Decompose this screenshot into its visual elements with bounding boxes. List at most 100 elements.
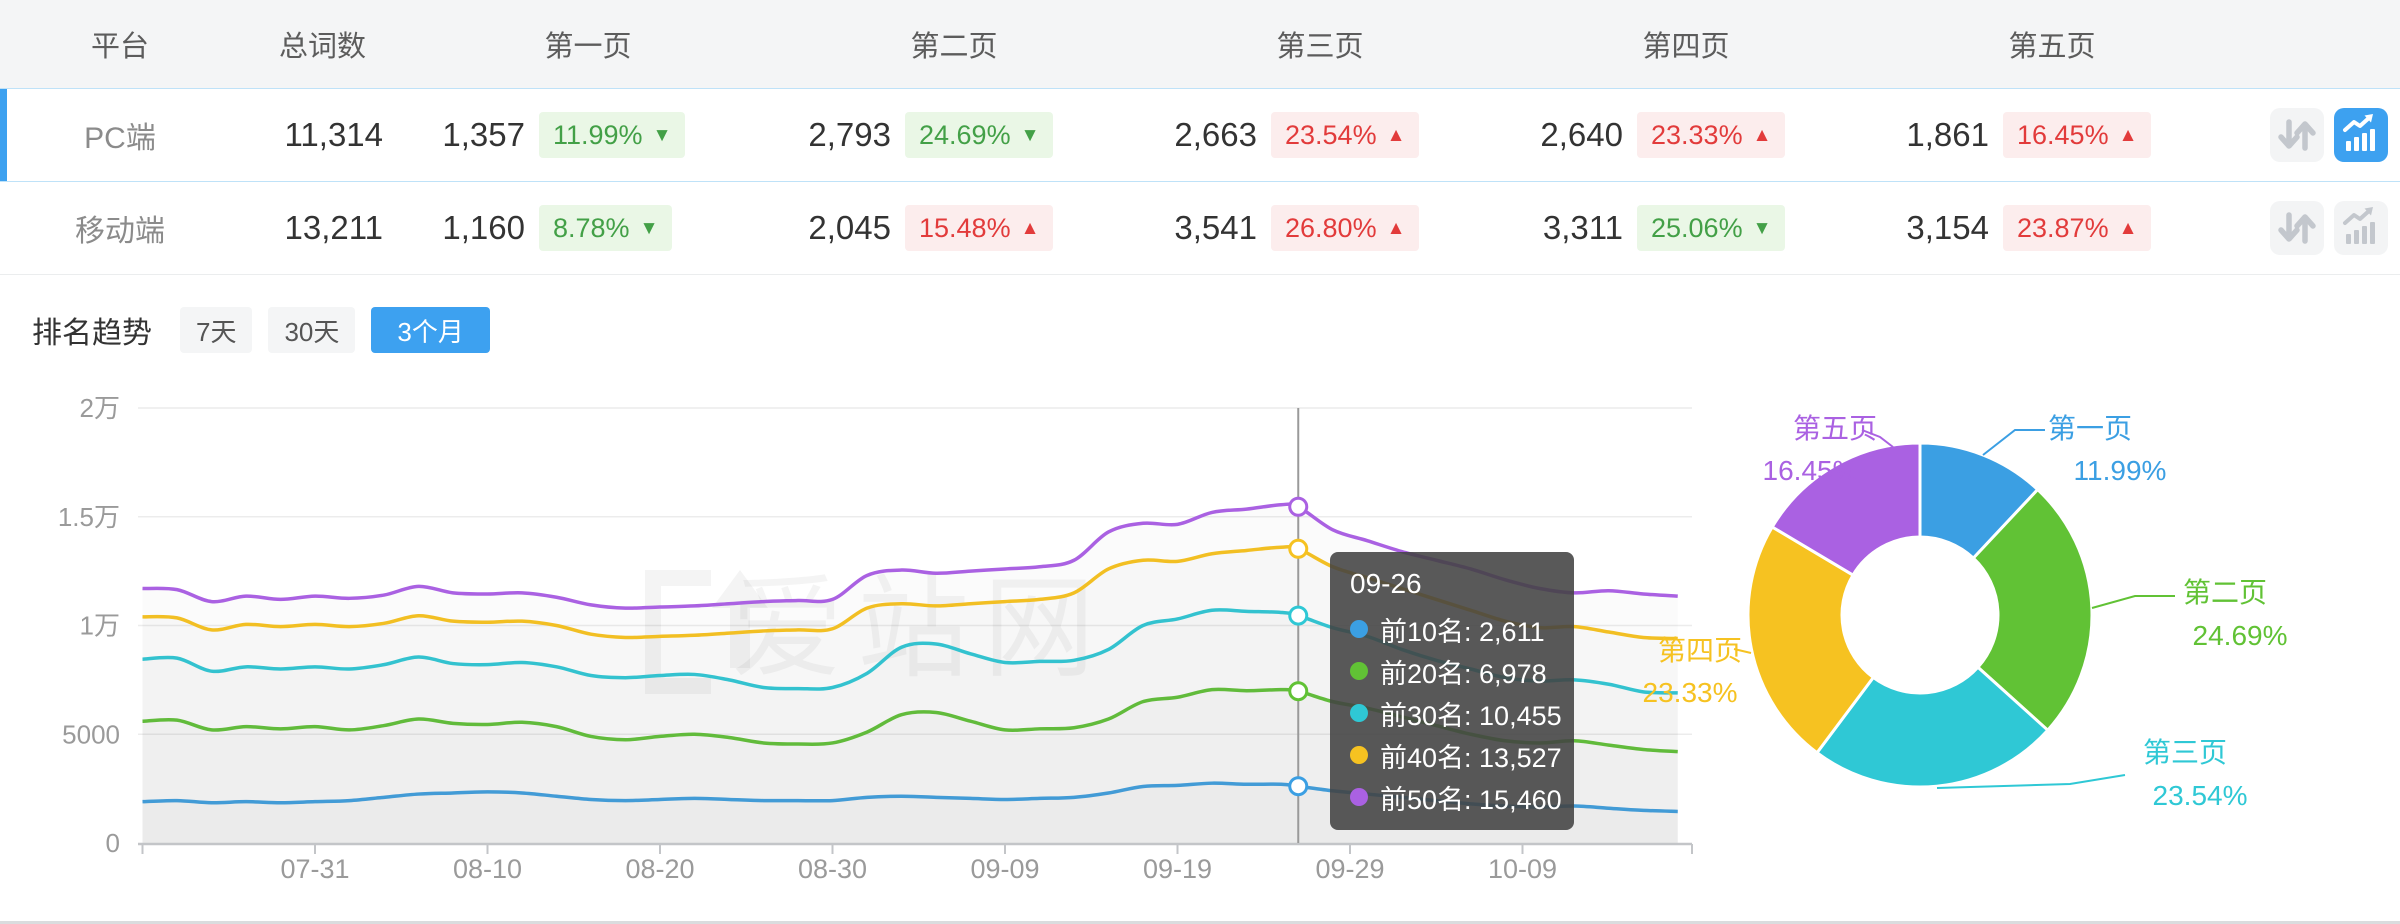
svg-text:09-29: 09-29 (1315, 854, 1384, 884)
watermark (645, 570, 768, 694)
series-dot-icon (1350, 662, 1368, 680)
page-badge: 24.69% ▼ (905, 112, 1054, 158)
trend-chart-icon (2343, 207, 2375, 244)
page4-cell: 3,311 25.06% ▼ (1503, 205, 1869, 251)
donut-label-name: 第五页 (1793, 413, 1877, 444)
page-count: 3,311 (1542, 209, 1623, 246)
page-count: 2,663 (1174, 116, 1257, 153)
page1-cell: 1,357 11.99% ▼ (405, 112, 771, 158)
col-header-page3: 第三页 (1276, 31, 1364, 63)
trend-arrow-icon: ▲ (2118, 124, 2138, 146)
highlight-marker (1288, 496, 1309, 517)
svg-text:0: 0 (106, 828, 120, 858)
donut-slice-第二页 (1971, 488, 2094, 732)
series-dot-icon (1350, 704, 1368, 722)
series-dot-icon (1350, 746, 1368, 764)
donut-label-pct: 11.99% (2074, 455, 2167, 486)
trend-arrow-icon: ▲ (1752, 124, 1772, 146)
page-count: 3,154 (1906, 209, 1989, 246)
page-badge: 16.45% ▲ (2003, 112, 2152, 158)
page-count: 2,640 (1540, 116, 1623, 153)
trend-arrow-icon: ▲ (1020, 217, 1040, 239)
page-bottom-border (0, 921, 2400, 924)
trend-arrow-icon: ▼ (1752, 217, 1772, 239)
highlight-marker (1288, 776, 1309, 797)
highlight-marker (1288, 605, 1309, 626)
svg-text:08-30: 08-30 (798, 854, 867, 884)
tooltip-row: 前20名: 6,978 (1350, 650, 1554, 692)
col-header-page1: 第一页 (544, 31, 632, 63)
page4-cell: 2,640 23.33% ▲ (1503, 112, 1869, 158)
page-badge: 23.33% ▲ (1637, 112, 1786, 158)
page2-cell: 2,045 15.48% ▲ (771, 205, 1137, 251)
platform-label: PC端 (84, 122, 156, 155)
table-row[interactable]: 移动端 13,211 1,160 8.78% ▼ 2,045 15.48% ▲ 3,… (0, 182, 2400, 275)
page5-cell: 1,861 16.45% ▲ (1869, 112, 2235, 158)
svg-text:2万: 2万 (80, 393, 120, 423)
svg-text:1.5万: 1.5万 (58, 502, 120, 532)
sort-arrows-icon (2278, 212, 2316, 244)
tab-3-months[interactable]: 3个月 (371, 307, 490, 353)
trend-arrow-icon: ▼ (1020, 124, 1040, 146)
tab-7-days[interactable]: 7天 (180, 307, 253, 353)
trend-section-header: 排名趋势 7天 30天 3个月 (0, 306, 506, 354)
table-row[interactable]: PC端 11,314 1,357 11.99% ▼ 2,793 24.69% ▼ 2… (0, 88, 2400, 182)
col-header-platform: 平台 (90, 31, 149, 63)
donut-label-name: 第二页 (2183, 577, 2267, 608)
col-header-page5: 第五页 (2008, 31, 2096, 63)
table-header-row: 平台 总词数 第一页 第二页 第三页 第四页 第五页 (0, 0, 2400, 88)
page-badge: 15.48% ▲ (905, 205, 1054, 251)
page-badge: 26.80% ▲ (1271, 205, 1420, 251)
page2-cell: 2,793 24.69% ▼ (771, 112, 1137, 158)
highlight-marker (1288, 538, 1309, 559)
tooltip-row: 前50名: 15,460 (1350, 776, 1562, 818)
svg-text:09-09: 09-09 (970, 854, 1039, 884)
highlight-marker (1288, 681, 1309, 702)
donut-label-pct: 24.69% (2193, 620, 2288, 651)
page-count: 2,045 (808, 209, 891, 246)
tooltip-row: 前10名: 2,611 (1350, 608, 1554, 650)
page-badge: 11.99% ▼ (539, 112, 686, 158)
platform-label: 移动端 (75, 215, 165, 248)
tab-30-days[interactable]: 30天 (268, 307, 356, 353)
trend-chart-button[interactable] (2334, 108, 2388, 162)
donut-label-name: 第四页 (1658, 635, 1742, 666)
trend-arrow-icon: ▼ (639, 217, 659, 239)
row-actions (2235, 108, 2400, 162)
svg-text:08-20: 08-20 (625, 854, 694, 884)
trend-arrow-icon: ▲ (1386, 124, 1406, 146)
row-actions (2235, 201, 2400, 255)
trend-chart-icon (2343, 114, 2375, 151)
trend-arrow-icon: ▼ (652, 124, 672, 146)
donut-slice-第四页 (1746, 525, 1875, 755)
sort-arrows-button[interactable] (2270, 108, 2324, 162)
page-count: 1,357 (442, 116, 525, 153)
trend-title: 排名趋势 (32, 317, 152, 350)
svg-text:10-09: 10-09 (1488, 854, 1557, 884)
svg-text:07-31: 07-31 (280, 854, 349, 884)
series-dot-icon (1350, 620, 1368, 638)
page5-cell: 3,154 23.87% ▲ (1869, 205, 2235, 251)
trend-arrow-icon: ▲ (1386, 217, 1406, 239)
svg-text:09-19: 09-19 (1143, 854, 1212, 884)
page-badge: 23.54% ▲ (1271, 112, 1420, 158)
donut-label-pct: 23.33% (1643, 677, 1738, 708)
col-header-page2: 第二页 (910, 31, 998, 63)
trend-chart-button[interactable] (2334, 201, 2388, 255)
series-dot-icon (1350, 788, 1368, 806)
page-count: 2,793 (808, 116, 891, 153)
donut-slice-第三页 (1815, 665, 2050, 789)
chart-tooltip: 09-26 前10名: 2,611 前20名: 6,978 前30名: 10,4… (1330, 552, 1574, 830)
page1-cell: 1,160 8.78% ▼ (405, 205, 771, 251)
donut-label-pct: 23.54% (2153, 780, 2248, 811)
page-distribution-donut-chart[interactable]: 第一页 11.99% 第二页 24.69% 第三页 23.54% 第四页 23.33% 第五页 1… (1600, 380, 2400, 924)
trend-arrow-icon: ▲ (2118, 217, 2138, 239)
sort-arrows-icon (2278, 119, 2316, 151)
tooltip-row: 前40名: 13,527 (1350, 734, 1562, 776)
page3-cell: 3,541 26.80% ▲ (1137, 205, 1503, 251)
page-count: 3,541 (1174, 209, 1257, 246)
sort-arrows-button[interactable] (2270, 201, 2324, 255)
page-badge: 23.87% ▲ (2003, 205, 2152, 251)
donut-label-name: 第三页 (2143, 737, 2227, 768)
